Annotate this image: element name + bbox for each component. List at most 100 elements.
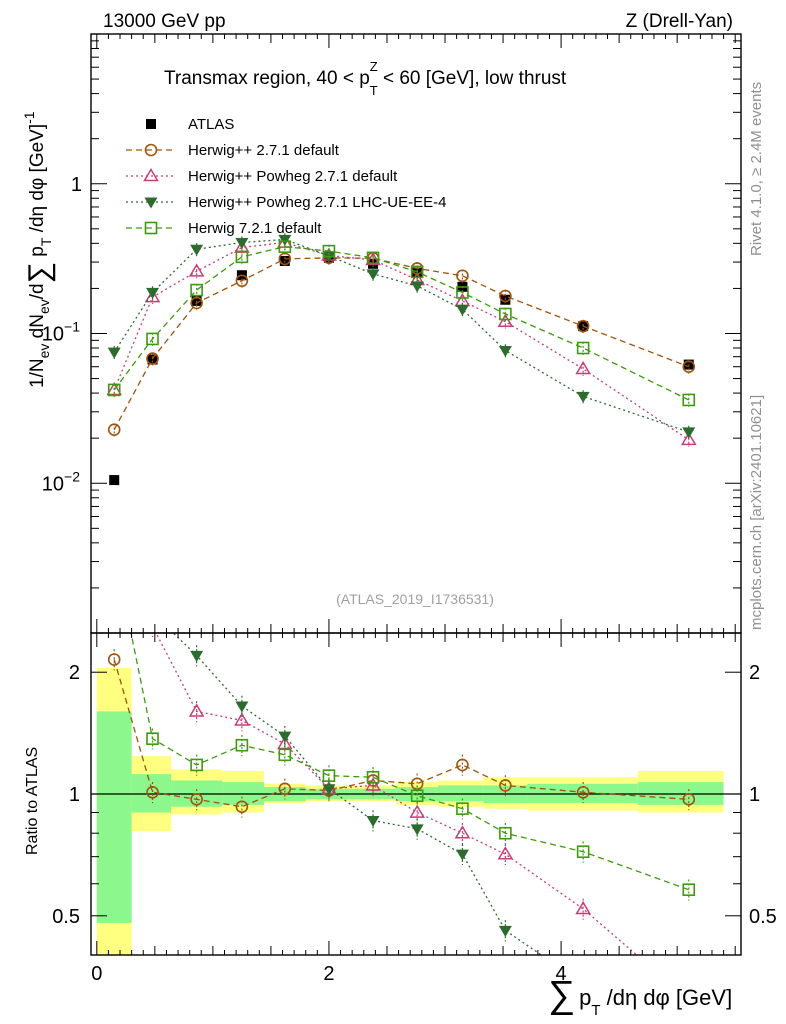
ratio-herwig271-point: [107, 653, 121, 666]
ratio-powheg271-point: [146, 620, 159, 631]
mcplots-label: mcplots.cern.ch [arXiv:2401.10621]: [748, 395, 765, 630]
main-herwig721-point: [107, 383, 121, 397]
band-inner-bin: [96, 711, 132, 923]
ratio-y-tick-label-right: 1: [749, 784, 760, 806]
main-herwig271-point: [456, 269, 469, 283]
ratio-herwig271-point: [190, 793, 203, 806]
legend-marker: [144, 143, 158, 157]
main-powheg_lhc-point: [235, 237, 249, 250]
ratio-herwig271-point: [576, 785, 590, 799]
ratio-herwig721-point: [190, 758, 203, 772]
main-herwig271-point: [499, 289, 512, 303]
ratio-powheg271-point: [108, 544, 121, 555]
main-powheg_lhc-point: [107, 347, 121, 359]
band-inner-bin: [438, 785, 484, 802]
ratio-herwig271-point: [278, 782, 292, 796]
ratio-y-tick-label-right: 0.5: [749, 906, 777, 928]
main-powheg271-point: [106, 381, 123, 396]
ratio-powheg_lhc-point: [682, 969, 695, 980]
main-herwig721-point: [366, 251, 380, 265]
ratio-powheg_lhc-point: [235, 701, 249, 713]
header-energy: 13000 GeV pp: [103, 11, 226, 32]
x-tick-label: 2: [323, 963, 334, 985]
main-herwig721-point: [235, 250, 249, 264]
x-tick-label: 0: [91, 963, 102, 985]
main-herwig271-point: [146, 352, 159, 365]
ratio-powheg_lhc-point: [278, 731, 292, 743]
main-powheg_lhc-point: [278, 234, 292, 246]
rivet-label: Rivet 4.1.0, ≥ 2.4M events: [748, 82, 765, 256]
main-powheg_lhc-point: [498, 345, 512, 357]
legend-marker: [144, 221, 158, 235]
legend-marker: [144, 197, 158, 209]
main-powheg_lhc-point: [455, 304, 469, 316]
main-herwig271-point: [576, 319, 590, 333]
ratio-powheg271-point: [188, 703, 205, 717]
ratio-herwig721-point: [109, 545, 120, 556]
main-ylabel: 1/Nev dNev/d∑ pT /dη dφ [GeV]-1: [21, 111, 56, 388]
ratio-powheg271-point: [497, 846, 514, 860]
main-herwig271-point: [107, 423, 121, 436]
ratio-herwig721-point: [366, 770, 380, 784]
ratio-herwig271-point: [235, 800, 249, 814]
x-axis-label: ∑ pT /dη dφ [GeV]: [548, 974, 732, 1019]
ratio-powheg271-point: [234, 712, 250, 726]
main-herwig271-point: [235, 274, 249, 288]
legend-entry: ATLAS: [188, 116, 234, 133]
main-herwig721-point: [190, 283, 203, 297]
legend-entry: Herwig++ 2.7.1 default: [188, 142, 340, 159]
legend-marker: [146, 119, 156, 129]
legend-entry: Herwig++ Powheg 2.7.1 default: [188, 168, 398, 185]
ratio-herwig271-line: [113, 659, 689, 808]
ratio-herwig721-point: [278, 748, 292, 762]
main-powheg271-point: [680, 431, 697, 446]
main-herwig721-point: [499, 307, 512, 321]
ratio-powheg_lhc-point: [322, 784, 336, 796]
ratio-y-tick-label-right: 2: [749, 662, 760, 684]
ratio-powheg271-point: [454, 825, 471, 839]
ratio-powheg_lhc-line: [172, 633, 543, 955]
ratio-herwig721-point: [576, 845, 590, 859]
ratio-herwig271-point: [682, 793, 696, 806]
legend: ATLAS Herwig++ 2.7.1 default Herwig++ Powh…: [126, 116, 446, 237]
ratio-herwig271-point: [456, 758, 469, 772]
main-powheg271-point: [144, 289, 161, 303]
ratio-series-layer: [107, 448, 696, 980]
main-herwig721-point: [456, 286, 469, 299]
analysis-reference: (ATLAS_2019_I1736531): [336, 591, 494, 607]
main-powheg_lhc-point: [190, 244, 204, 256]
ratio-herwig721-point: [410, 789, 424, 803]
main-y-tick-label: 1: [71, 174, 82, 196]
ratio-herwig721-point: [322, 769, 336, 782]
axes-layer: 0 2 4 1 10−1 10−2 2 2 1 1 0.5 0.5: [42, 33, 777, 985]
main-series-layer: [106, 233, 697, 486]
legend-entry: Herwig 7.2.1 default: [188, 220, 322, 237]
ratio-powheg_lhc-point: [366, 815, 380, 828]
main-herwig721-point: [682, 393, 696, 407]
ratio-powheg_lhc-point: [498, 925, 512, 937]
ratio-herwig721-point: [235, 738, 249, 752]
main-powheg_lhc-point: [146, 287, 160, 299]
ratio-powheg271-line: [155, 633, 638, 955]
ratio-y-tick-label-left: 1: [69, 784, 80, 806]
main-herwig721-point: [410, 265, 424, 279]
band-inner-bin: [131, 774, 172, 813]
ratio-powheg_lhc-point: [108, 448, 121, 459]
ratio-herwig721-point: [499, 826, 512, 840]
ratio-herwig721-line: [130, 633, 689, 891]
main-powheg_lhc-line: [113, 238, 689, 433]
ratio-ylabel: Ratio to ATLAS: [24, 747, 41, 855]
ratio-herwig721-point: [682, 883, 696, 897]
ratio-powheg271-point: [575, 900, 591, 915]
band-inner-bin: [527, 783, 638, 804]
main-herwig721-point: [322, 244, 336, 258]
legend-entry: Herwig++ Powheg 2.7.1 LHC-UE-EE-4: [188, 194, 446, 211]
ratio-herwig271-point: [499, 779, 512, 792]
main-data-point: [109, 475, 120, 486]
main-y-tick-label: 10−2: [42, 468, 80, 495]
header-process: Z (Drell-Yan): [626, 11, 733, 32]
main-powheg_lhc-point: [366, 269, 380, 281]
ratio-y-tick-label-left: 0.5: [52, 906, 80, 928]
main-powheg271-point: [497, 313, 514, 327]
main-y-tick-label: 10−1: [42, 319, 80, 346]
